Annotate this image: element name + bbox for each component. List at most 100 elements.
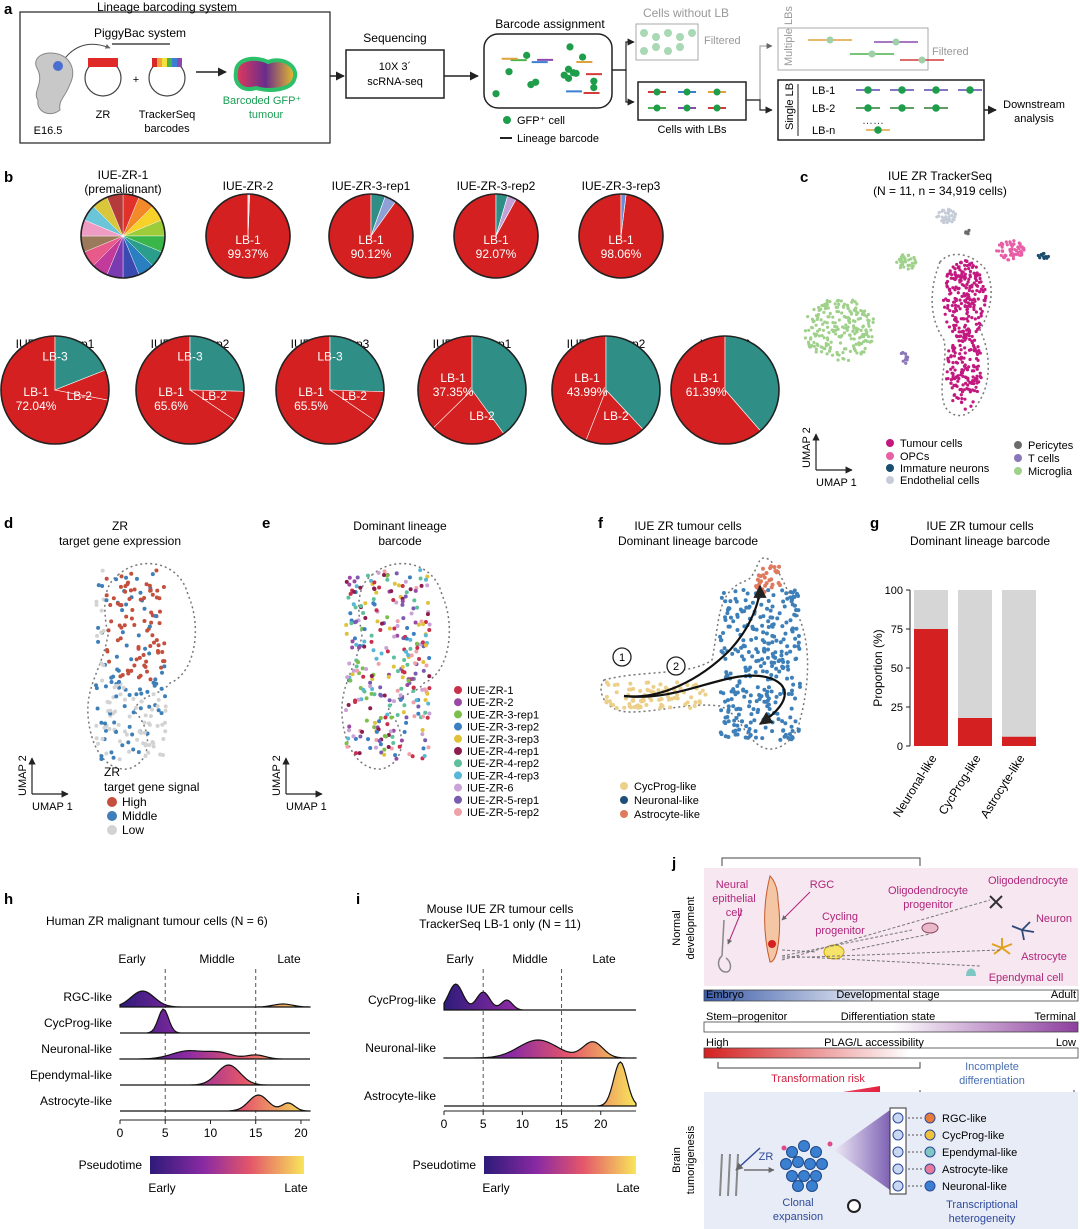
bar-segment [958, 717, 992, 746]
cell-point [138, 597, 143, 602]
astrocyte-point [777, 564, 782, 569]
cell-point [155, 723, 160, 728]
plus-sign: + [133, 74, 139, 86]
microglia-point [815, 342, 819, 346]
tumour-cell-point [961, 368, 966, 372]
rgc-label: RGC [810, 879, 835, 891]
oligo-label: Oligodendrocyte [988, 875, 1068, 887]
pie-title: IUE-ZR-3-rep2 [457, 179, 536, 193]
legend-label: IUE-ZR-3-rep3 [467, 734, 539, 746]
microglia-point [825, 321, 829, 325]
tumour-cell-point [966, 327, 970, 331]
tumour-cell-point [955, 395, 959, 400]
cell-point [369, 674, 374, 679]
ellipsis-mark: …… [862, 115, 884, 127]
cell-point [372, 580, 377, 585]
cell-point [150, 572, 155, 577]
neuronal-point [765, 689, 770, 694]
tumour-cell-point [946, 298, 951, 303]
microglia-point [819, 318, 823, 322]
cell-point [142, 606, 147, 611]
cell-point [392, 626, 397, 631]
neuronal-point [790, 729, 795, 734]
bar3-mid: PLAG/L accessibility [824, 1037, 924, 1049]
neuronal-point [731, 729, 736, 734]
cell-point [347, 661, 352, 666]
clonal-expansion-cluster [780, 1140, 833, 1192]
cell-point [372, 602, 377, 607]
panel-g: IUE ZR tumour cells Dominant lineage bar… [871, 519, 1050, 821]
cell-point [344, 631, 349, 636]
tumour-cell-point [965, 317, 969, 321]
x-tick-label: 0 [441, 1117, 448, 1131]
cell-point [109, 750, 114, 755]
microglia-point [821, 328, 826, 332]
y-tick-label: 25 [891, 702, 903, 714]
density-ridge [444, 1039, 636, 1059]
neuronal-point [719, 595, 724, 600]
neuronal-point [784, 620, 789, 625]
microglia-point [828, 300, 832, 304]
neuronal-point [731, 704, 736, 709]
cell-point [94, 736, 99, 741]
tumour-cell-point [943, 305, 947, 309]
neuronal-point [748, 665, 753, 670]
legend-label: IUE-ZR-1 [467, 685, 513, 697]
unlabeled-cell-dot [652, 33, 660, 41]
neuronal-point [753, 729, 758, 734]
cell-point [420, 714, 425, 719]
tumour-cell-point [951, 286, 955, 290]
neuronal-point [721, 691, 726, 696]
legend-label: Immature neurons [900, 463, 990, 475]
category-label: Neuronal-like [890, 752, 940, 820]
clonal-cell [792, 1180, 804, 1192]
cell-point [99, 720, 104, 725]
cell-point [385, 573, 390, 578]
neuronal-point [779, 653, 784, 658]
bar1-right: Adult [1051, 989, 1076, 1001]
tumour-cell-point [956, 374, 960, 378]
neuronal-point [797, 681, 802, 686]
microglia-point [846, 358, 851, 362]
neuronal-point [791, 594, 796, 599]
cell-point [392, 581, 397, 586]
cell-point [134, 576, 139, 581]
cell-point [162, 659, 167, 664]
neuronal-point [785, 676, 790, 681]
cell-point [348, 611, 353, 616]
tumour-cell-point [959, 334, 963, 338]
tumour-cell-point [972, 338, 977, 342]
tumour-cell-point [975, 352, 980, 356]
tumour-cell-point [950, 371, 954, 375]
pie-label: LB-1 [440, 371, 466, 385]
cell-point [100, 568, 105, 573]
neuronal-point [765, 712, 770, 717]
unlabeled-cell-dot [688, 29, 696, 37]
pie-label: LB-3 [42, 349, 68, 363]
panel-d-axis-x: UMAP 1 [32, 801, 73, 813]
panel-j: Normal development Neural epithelial cel… [671, 857, 1079, 1229]
cell-point [148, 588, 153, 593]
neuronal-point [782, 604, 787, 609]
cell-point [368, 706, 373, 711]
unlabeled-cell-dot [640, 29, 648, 37]
neuronal-point [786, 667, 791, 672]
tumour-cell-point [965, 292, 969, 296]
cell-point [425, 715, 430, 720]
colorbar-title: Pseudotime [79, 1158, 143, 1172]
gfp-cell-dot [683, 88, 691, 96]
neuronal-point [750, 600, 755, 605]
panel-letter-b: b [4, 169, 13, 186]
microglia-point [809, 345, 813, 349]
cell-point [111, 596, 116, 601]
cell-point [118, 674, 123, 679]
pie-slice [189, 335, 245, 392]
cell-point [361, 674, 366, 679]
cell-point [426, 600, 431, 605]
opc-point [1017, 241, 1021, 245]
trajectory-2-arrow [623, 674, 786, 725]
microglia-point [841, 350, 845, 355]
trackerseq-label-2: barcodes [144, 123, 190, 135]
cell-point [161, 736, 166, 741]
neuronal-point [747, 704, 752, 709]
